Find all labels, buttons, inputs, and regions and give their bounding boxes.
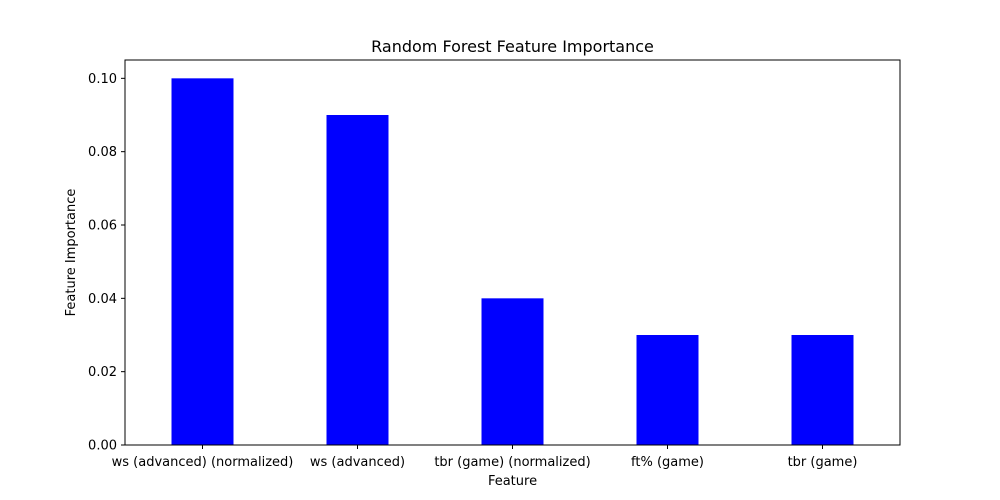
y-axis-ticks: 0.00 0.02 0.04 0.06 0.08 0.10: [88, 72, 125, 454]
bar-4: [791, 335, 854, 445]
x-tick-label: tbr (game) (normalized): [434, 455, 590, 470]
y-tick-label: 0.00: [88, 439, 117, 454]
bars-layer: [171, 78, 854, 445]
plot-area-frame: [124, 59, 901, 446]
x-axis-ticks: ws (advanced) (normalized) ws (advanced) t…: [112, 445, 858, 470]
bar-3: [636, 335, 699, 445]
y-tick-label: 0.10: [88, 72, 117, 87]
bar-2: [481, 298, 544, 445]
y-tick-label: 0.02: [88, 365, 117, 380]
x-tick-label: ft% (game): [631, 455, 704, 470]
x-tick-label: ws (advanced) (normalized): [112, 455, 294, 470]
y-tick-label: 0.04: [88, 292, 117, 307]
x-tick-label: ws (advanced): [310, 455, 405, 470]
x-axis-label: Feature: [488, 474, 537, 489]
chart-title: Random Forest Feature Importance: [371, 37, 654, 56]
x-tick-label: tbr (game): [788, 455, 858, 470]
bar-1: [326, 115, 389, 445]
y-tick-label: 0.06: [88, 219, 117, 234]
bar-0: [171, 78, 234, 445]
y-axis-label: Feature Importance: [64, 189, 79, 317]
y-tick-label: 0.08: [88, 145, 117, 160]
